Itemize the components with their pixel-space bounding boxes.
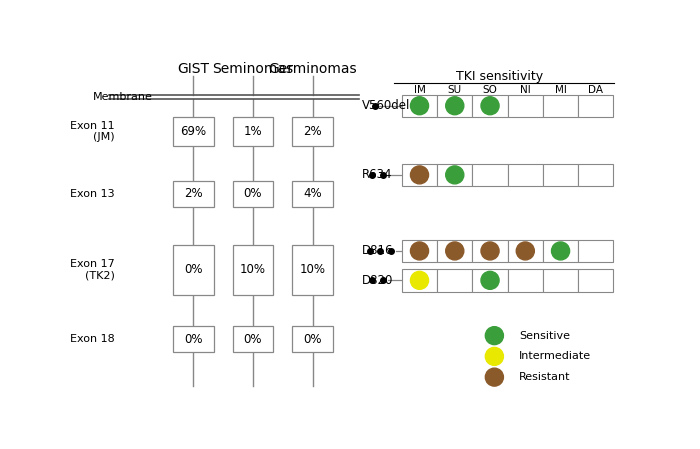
Text: NI: NI xyxy=(520,85,531,95)
Ellipse shape xyxy=(410,271,428,289)
Text: GIST: GIST xyxy=(177,62,209,76)
Bar xyxy=(473,94,508,117)
Bar xyxy=(293,245,333,295)
Bar xyxy=(173,117,214,146)
Ellipse shape xyxy=(485,327,503,345)
Bar xyxy=(578,163,613,186)
Text: 10%: 10% xyxy=(300,264,326,277)
Ellipse shape xyxy=(517,242,534,260)
Text: IM: IM xyxy=(414,85,426,95)
Text: Exon 11
(JM): Exon 11 (JM) xyxy=(70,121,115,142)
Bar xyxy=(232,117,273,146)
Bar xyxy=(578,269,613,291)
Text: Intermediate: Intermediate xyxy=(519,352,591,361)
Text: 0%: 0% xyxy=(184,333,202,346)
Ellipse shape xyxy=(481,97,499,115)
Bar xyxy=(473,163,508,186)
Text: 2%: 2% xyxy=(303,125,322,138)
Bar xyxy=(508,94,543,117)
Text: DA: DA xyxy=(588,85,603,95)
Bar xyxy=(293,326,333,352)
Bar xyxy=(578,94,613,117)
Text: 10%: 10% xyxy=(240,264,266,277)
Text: MI: MI xyxy=(554,85,566,95)
Text: 0%: 0% xyxy=(303,333,322,346)
Text: Exon 18: Exon 18 xyxy=(70,334,115,344)
Text: 0%: 0% xyxy=(244,333,262,346)
Bar xyxy=(173,326,214,352)
Bar xyxy=(437,240,473,262)
Text: R634: R634 xyxy=(361,168,392,181)
Bar xyxy=(437,94,473,117)
Bar xyxy=(508,269,543,291)
Bar xyxy=(437,163,473,186)
Bar xyxy=(232,181,273,207)
Text: 4%: 4% xyxy=(303,187,322,200)
Bar xyxy=(543,163,578,186)
Text: Exon 17
(TK2): Exon 17 (TK2) xyxy=(70,259,115,281)
Bar xyxy=(473,240,508,262)
Ellipse shape xyxy=(485,368,503,386)
Text: 0%: 0% xyxy=(244,187,262,200)
Bar xyxy=(402,163,437,186)
Text: SU: SU xyxy=(448,85,462,95)
Bar xyxy=(578,240,613,262)
Ellipse shape xyxy=(481,242,499,260)
Bar xyxy=(437,269,473,291)
Bar xyxy=(232,245,273,295)
Bar xyxy=(508,240,543,262)
Bar xyxy=(293,181,333,207)
Ellipse shape xyxy=(446,166,464,184)
Bar xyxy=(543,269,578,291)
Bar xyxy=(402,94,437,117)
Text: 2%: 2% xyxy=(184,187,202,200)
Bar xyxy=(402,240,437,262)
Text: Sensitive: Sensitive xyxy=(519,330,570,341)
Text: D820: D820 xyxy=(361,274,393,287)
Text: Seminomas: Seminomas xyxy=(212,62,293,76)
Text: TKI sensitivity: TKI sensitivity xyxy=(456,70,543,83)
Bar xyxy=(173,245,214,295)
Text: Exon 13: Exon 13 xyxy=(70,189,115,199)
Bar xyxy=(508,163,543,186)
Ellipse shape xyxy=(481,271,499,289)
Text: 1%: 1% xyxy=(244,125,262,138)
Text: Germinomas: Germinomas xyxy=(268,62,357,76)
Text: D816: D816 xyxy=(361,244,393,257)
Text: Membrane: Membrane xyxy=(93,92,153,102)
Text: 0%: 0% xyxy=(184,264,202,277)
Ellipse shape xyxy=(446,242,464,260)
Text: SO: SO xyxy=(482,85,498,95)
Bar xyxy=(402,269,437,291)
Ellipse shape xyxy=(485,348,503,365)
Bar xyxy=(293,117,333,146)
Bar xyxy=(543,240,578,262)
Bar xyxy=(543,94,578,117)
Ellipse shape xyxy=(410,97,428,115)
Bar xyxy=(232,326,273,352)
Text: V560del: V560del xyxy=(361,99,409,112)
Bar xyxy=(473,269,508,291)
Ellipse shape xyxy=(552,242,570,260)
Bar xyxy=(173,181,214,207)
Ellipse shape xyxy=(410,166,428,184)
Text: Resistant: Resistant xyxy=(519,372,570,382)
Ellipse shape xyxy=(446,97,464,115)
Ellipse shape xyxy=(410,242,428,260)
Text: 69%: 69% xyxy=(180,125,206,138)
